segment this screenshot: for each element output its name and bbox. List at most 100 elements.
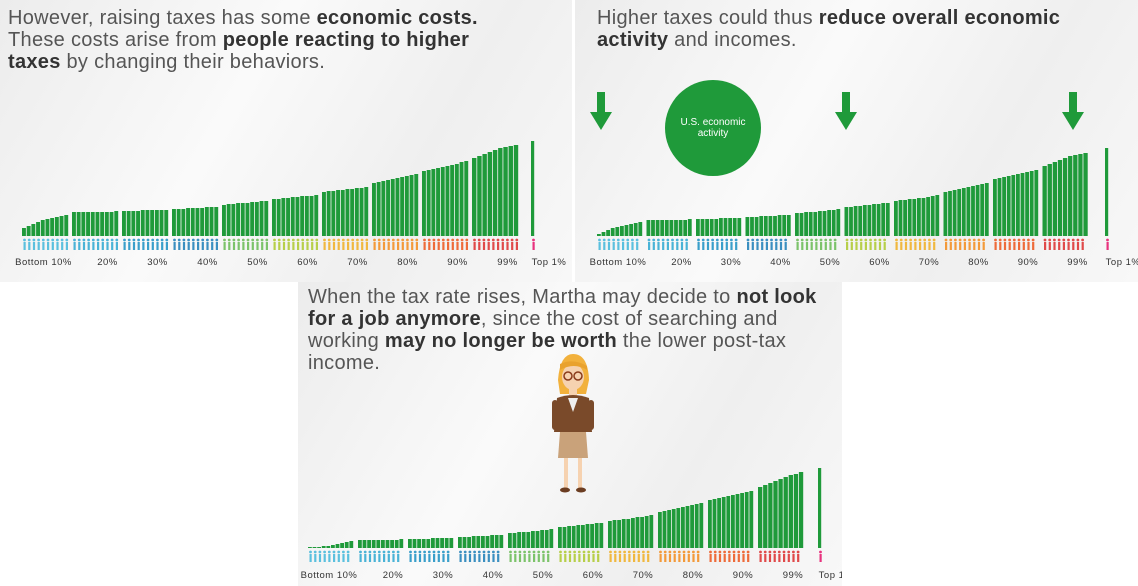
person-icon — [702, 242, 705, 250]
person-icon — [547, 554, 550, 562]
person-icon — [142, 242, 145, 250]
person-icon — [509, 554, 512, 562]
bar — [957, 189, 962, 236]
person-icon — [251, 242, 254, 250]
bar — [535, 531, 540, 548]
bar — [517, 532, 521, 548]
person-icon — [637, 550, 641, 554]
bar — [492, 150, 498, 236]
person-icon — [351, 238, 355, 242]
person-icon — [260, 238, 264, 242]
bar — [930, 196, 935, 236]
bar — [317, 547, 321, 548]
person-icon — [532, 550, 536, 554]
x-tick-label: 20% — [383, 570, 404, 581]
person-icon — [778, 554, 781, 562]
bar — [195, 208, 200, 236]
person-icon — [473, 550, 476, 554]
caption-text: When the tax rate rises, Martha may deci… — [308, 286, 737, 308]
person-icon — [573, 550, 576, 554]
person-icon — [583, 554, 586, 562]
person-icon — [291, 238, 295, 242]
bar — [862, 205, 867, 236]
person-icon — [306, 238, 309, 242]
bar — [961, 188, 966, 236]
bar — [322, 192, 326, 236]
bar — [214, 207, 219, 236]
person-icon — [492, 554, 495, 562]
bar — [326, 191, 331, 236]
person-icon — [977, 238, 981, 242]
arrows — [590, 92, 1084, 130]
person-icon — [768, 554, 772, 562]
person-icon — [733, 554, 736, 562]
person-icon — [515, 242, 518, 250]
person-icon — [415, 238, 419, 242]
bar — [898, 200, 903, 236]
person-icon — [78, 242, 81, 250]
bar — [231, 204, 236, 236]
bar — [813, 212, 818, 236]
person-icon — [765, 238, 769, 242]
bar — [36, 222, 40, 236]
person-icon — [32, 238, 36, 242]
person-icon — [810, 238, 813, 242]
person-icon — [247, 242, 250, 250]
bar — [768, 483, 773, 548]
person-icon — [323, 238, 326, 242]
person-icon — [396, 238, 400, 242]
person-icon — [787, 550, 791, 554]
person-icon — [306, 242, 309, 250]
person-icon — [774, 238, 778, 242]
person-icon — [850, 242, 853, 250]
person-icon — [765, 242, 768, 250]
person-icon — [311, 242, 314, 250]
person-icon — [1048, 242, 1051, 250]
person-icon — [564, 554, 567, 562]
x-tick-label: 60% — [297, 257, 318, 268]
person-icon — [945, 242, 948, 250]
person-icon — [318, 550, 322, 554]
person-icon — [347, 242, 350, 250]
person-icon — [323, 554, 326, 562]
person-icon — [365, 238, 369, 242]
bar — [477, 156, 482, 236]
person-icon — [999, 242, 1002, 250]
person-icon — [737, 554, 740, 562]
person-icon — [382, 242, 386, 250]
person-icon — [596, 550, 600, 554]
person-icon — [532, 242, 535, 250]
person-icon — [666, 238, 670, 242]
person-icon — [1076, 242, 1080, 250]
person-icon — [482, 550, 486, 554]
person-icon — [747, 554, 750, 562]
person-icon — [616, 238, 620, 242]
bar — [386, 180, 390, 236]
person-icon — [735, 242, 738, 250]
person-icon — [932, 238, 936, 242]
person-icon — [1008, 242, 1011, 250]
bar — [683, 220, 688, 236]
person-icon — [815, 242, 818, 250]
bar — [788, 475, 793, 548]
person-icon — [297, 242, 300, 250]
person-icon — [721, 242, 724, 250]
bar — [150, 210, 155, 236]
person-icon — [746, 238, 750, 242]
person-icon — [210, 238, 214, 242]
person-icon — [342, 242, 345, 250]
bar — [1011, 175, 1016, 236]
person-icon — [132, 242, 136, 250]
person-icon — [792, 554, 795, 562]
person-icon — [215, 242, 218, 250]
bar — [726, 496, 731, 548]
person-icon — [378, 242, 381, 250]
bar — [758, 487, 763, 548]
x-tick-label: Top 1% — [1106, 257, 1138, 268]
person-icon — [61, 242, 64, 250]
person-icon — [784, 238, 787, 242]
person-icon — [720, 238, 724, 242]
person-icon — [963, 242, 966, 250]
person-icon — [612, 242, 615, 250]
person-icon — [514, 554, 517, 562]
